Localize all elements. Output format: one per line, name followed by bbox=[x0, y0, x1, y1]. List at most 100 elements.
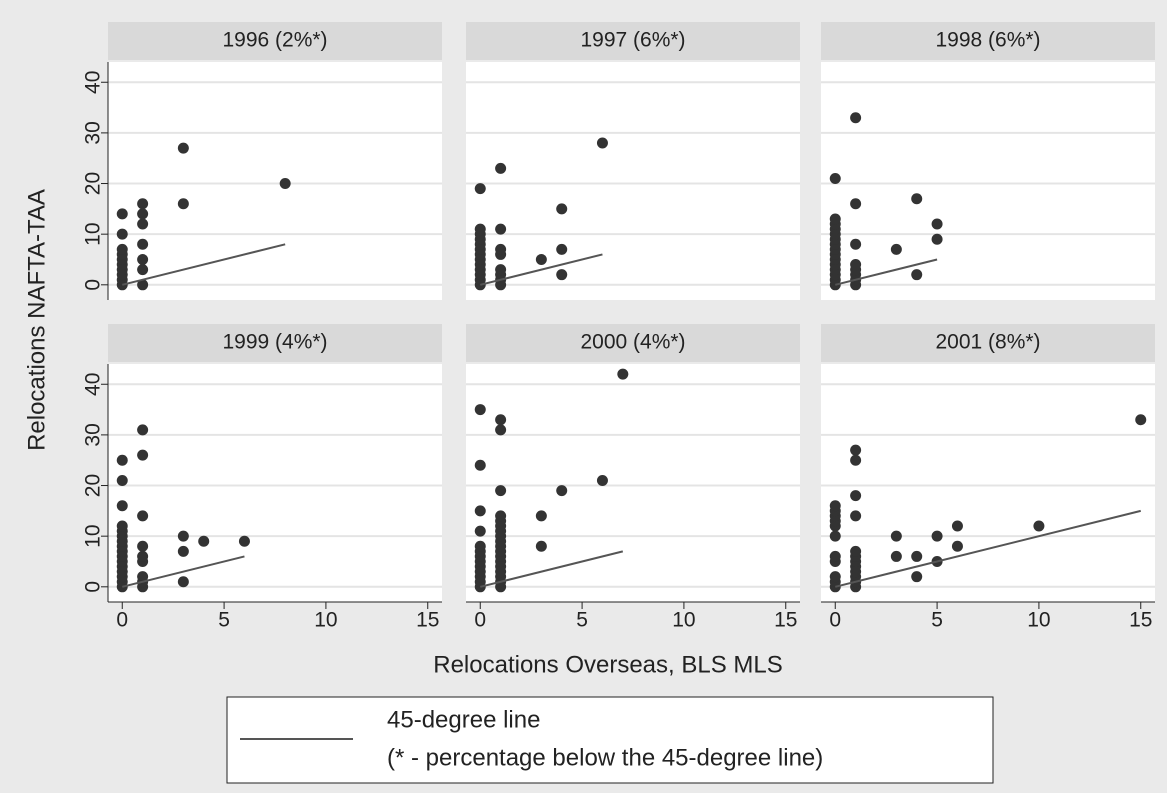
point bbox=[177, 530, 189, 542]
point bbox=[198, 535, 210, 547]
point bbox=[116, 208, 128, 220]
point bbox=[829, 172, 841, 184]
point bbox=[474, 459, 486, 471]
legend-label: 45-degree line bbox=[387, 706, 540, 733]
point bbox=[850, 259, 862, 271]
y-tick-label: 30 bbox=[82, 121, 105, 144]
reference-line bbox=[122, 555, 245, 588]
plot-area bbox=[821, 62, 1155, 300]
facet-header bbox=[821, 22, 1155, 60]
x-tick-label: 15 bbox=[416, 609, 439, 632]
point bbox=[177, 545, 189, 557]
point bbox=[931, 218, 943, 230]
x-tick-label: 10 bbox=[672, 609, 695, 632]
facet-title: 1996 (2%*) bbox=[222, 29, 327, 52]
x-tick-label: 0 bbox=[829, 609, 841, 632]
point bbox=[137, 550, 149, 562]
point bbox=[850, 444, 862, 456]
point bbox=[850, 198, 862, 210]
facet-title: 2001 (8%*) bbox=[935, 331, 1040, 354]
plot-area bbox=[466, 364, 800, 602]
facet-header bbox=[821, 324, 1155, 362]
point bbox=[829, 550, 841, 562]
reference-line bbox=[835, 258, 938, 286]
point bbox=[474, 525, 486, 537]
point bbox=[890, 530, 902, 542]
point bbox=[279, 178, 291, 190]
x-tick-label: 10 bbox=[1027, 609, 1050, 632]
x-tick-label: 0 bbox=[116, 609, 128, 632]
point bbox=[474, 505, 486, 517]
facet-header bbox=[466, 324, 800, 362]
point bbox=[116, 474, 128, 486]
point bbox=[137, 238, 149, 250]
y-axis-label: Relocations NAFTA-TAA bbox=[23, 189, 50, 451]
point bbox=[137, 218, 149, 230]
point bbox=[850, 545, 862, 557]
point bbox=[850, 454, 862, 466]
point bbox=[137, 264, 149, 276]
point bbox=[931, 233, 943, 245]
point bbox=[911, 550, 923, 562]
y-tick-label: 40 bbox=[82, 373, 105, 396]
point bbox=[177, 576, 189, 588]
x-tick-label: 15 bbox=[1129, 609, 1152, 632]
y-tick-label: 20 bbox=[82, 172, 105, 195]
facet-header bbox=[108, 324, 442, 362]
reference-line bbox=[480, 550, 624, 588]
point bbox=[137, 253, 149, 265]
point bbox=[850, 510, 862, 522]
point bbox=[556, 269, 568, 281]
point bbox=[890, 550, 902, 562]
point bbox=[829, 213, 841, 225]
point bbox=[535, 540, 547, 552]
point bbox=[829, 530, 841, 542]
facet-title: 1999 (4%*) bbox=[222, 331, 327, 354]
point bbox=[535, 253, 547, 265]
point bbox=[137, 449, 149, 461]
reference-line bbox=[480, 253, 603, 286]
y-tick-label: 40 bbox=[82, 71, 105, 94]
point bbox=[556, 485, 568, 497]
legend-note: (* - percentage below the 45-degree line… bbox=[387, 744, 823, 771]
point bbox=[474, 404, 486, 416]
point bbox=[1135, 414, 1147, 426]
point bbox=[137, 510, 149, 522]
point bbox=[596, 474, 608, 486]
point bbox=[474, 223, 486, 235]
reference-line bbox=[835, 509, 1141, 588]
point bbox=[911, 571, 923, 583]
y-tick-label: 10 bbox=[82, 524, 105, 547]
point bbox=[116, 228, 128, 240]
point bbox=[495, 510, 507, 522]
y-tick-label: 20 bbox=[82, 474, 105, 497]
point bbox=[137, 571, 149, 583]
point bbox=[495, 485, 507, 497]
facet-title: 1997 (6%*) bbox=[580, 29, 685, 52]
y-tick-label: 10 bbox=[82, 222, 105, 245]
point bbox=[177, 198, 189, 210]
point bbox=[137, 279, 149, 291]
point bbox=[850, 490, 862, 502]
point bbox=[1033, 520, 1045, 532]
y-tick-label: 0 bbox=[82, 279, 105, 291]
x-tick-label: 0 bbox=[474, 609, 486, 632]
y-tick-label: 30 bbox=[82, 423, 105, 446]
point bbox=[238, 535, 250, 547]
x-tick-label: 10 bbox=[314, 609, 337, 632]
plot-area bbox=[821, 364, 1155, 602]
point bbox=[931, 530, 943, 542]
point bbox=[911, 193, 923, 205]
point bbox=[829, 500, 841, 512]
point bbox=[116, 243, 128, 255]
legend-box bbox=[226, 696, 994, 784]
point bbox=[535, 510, 547, 522]
reference-line bbox=[122, 243, 286, 286]
x-tick-label: 15 bbox=[774, 609, 797, 632]
point bbox=[137, 198, 149, 210]
x-tick-label: 5 bbox=[218, 609, 230, 632]
facet-title: 2000 (4%*) bbox=[580, 331, 685, 354]
point bbox=[474, 183, 486, 195]
point bbox=[137, 540, 149, 552]
